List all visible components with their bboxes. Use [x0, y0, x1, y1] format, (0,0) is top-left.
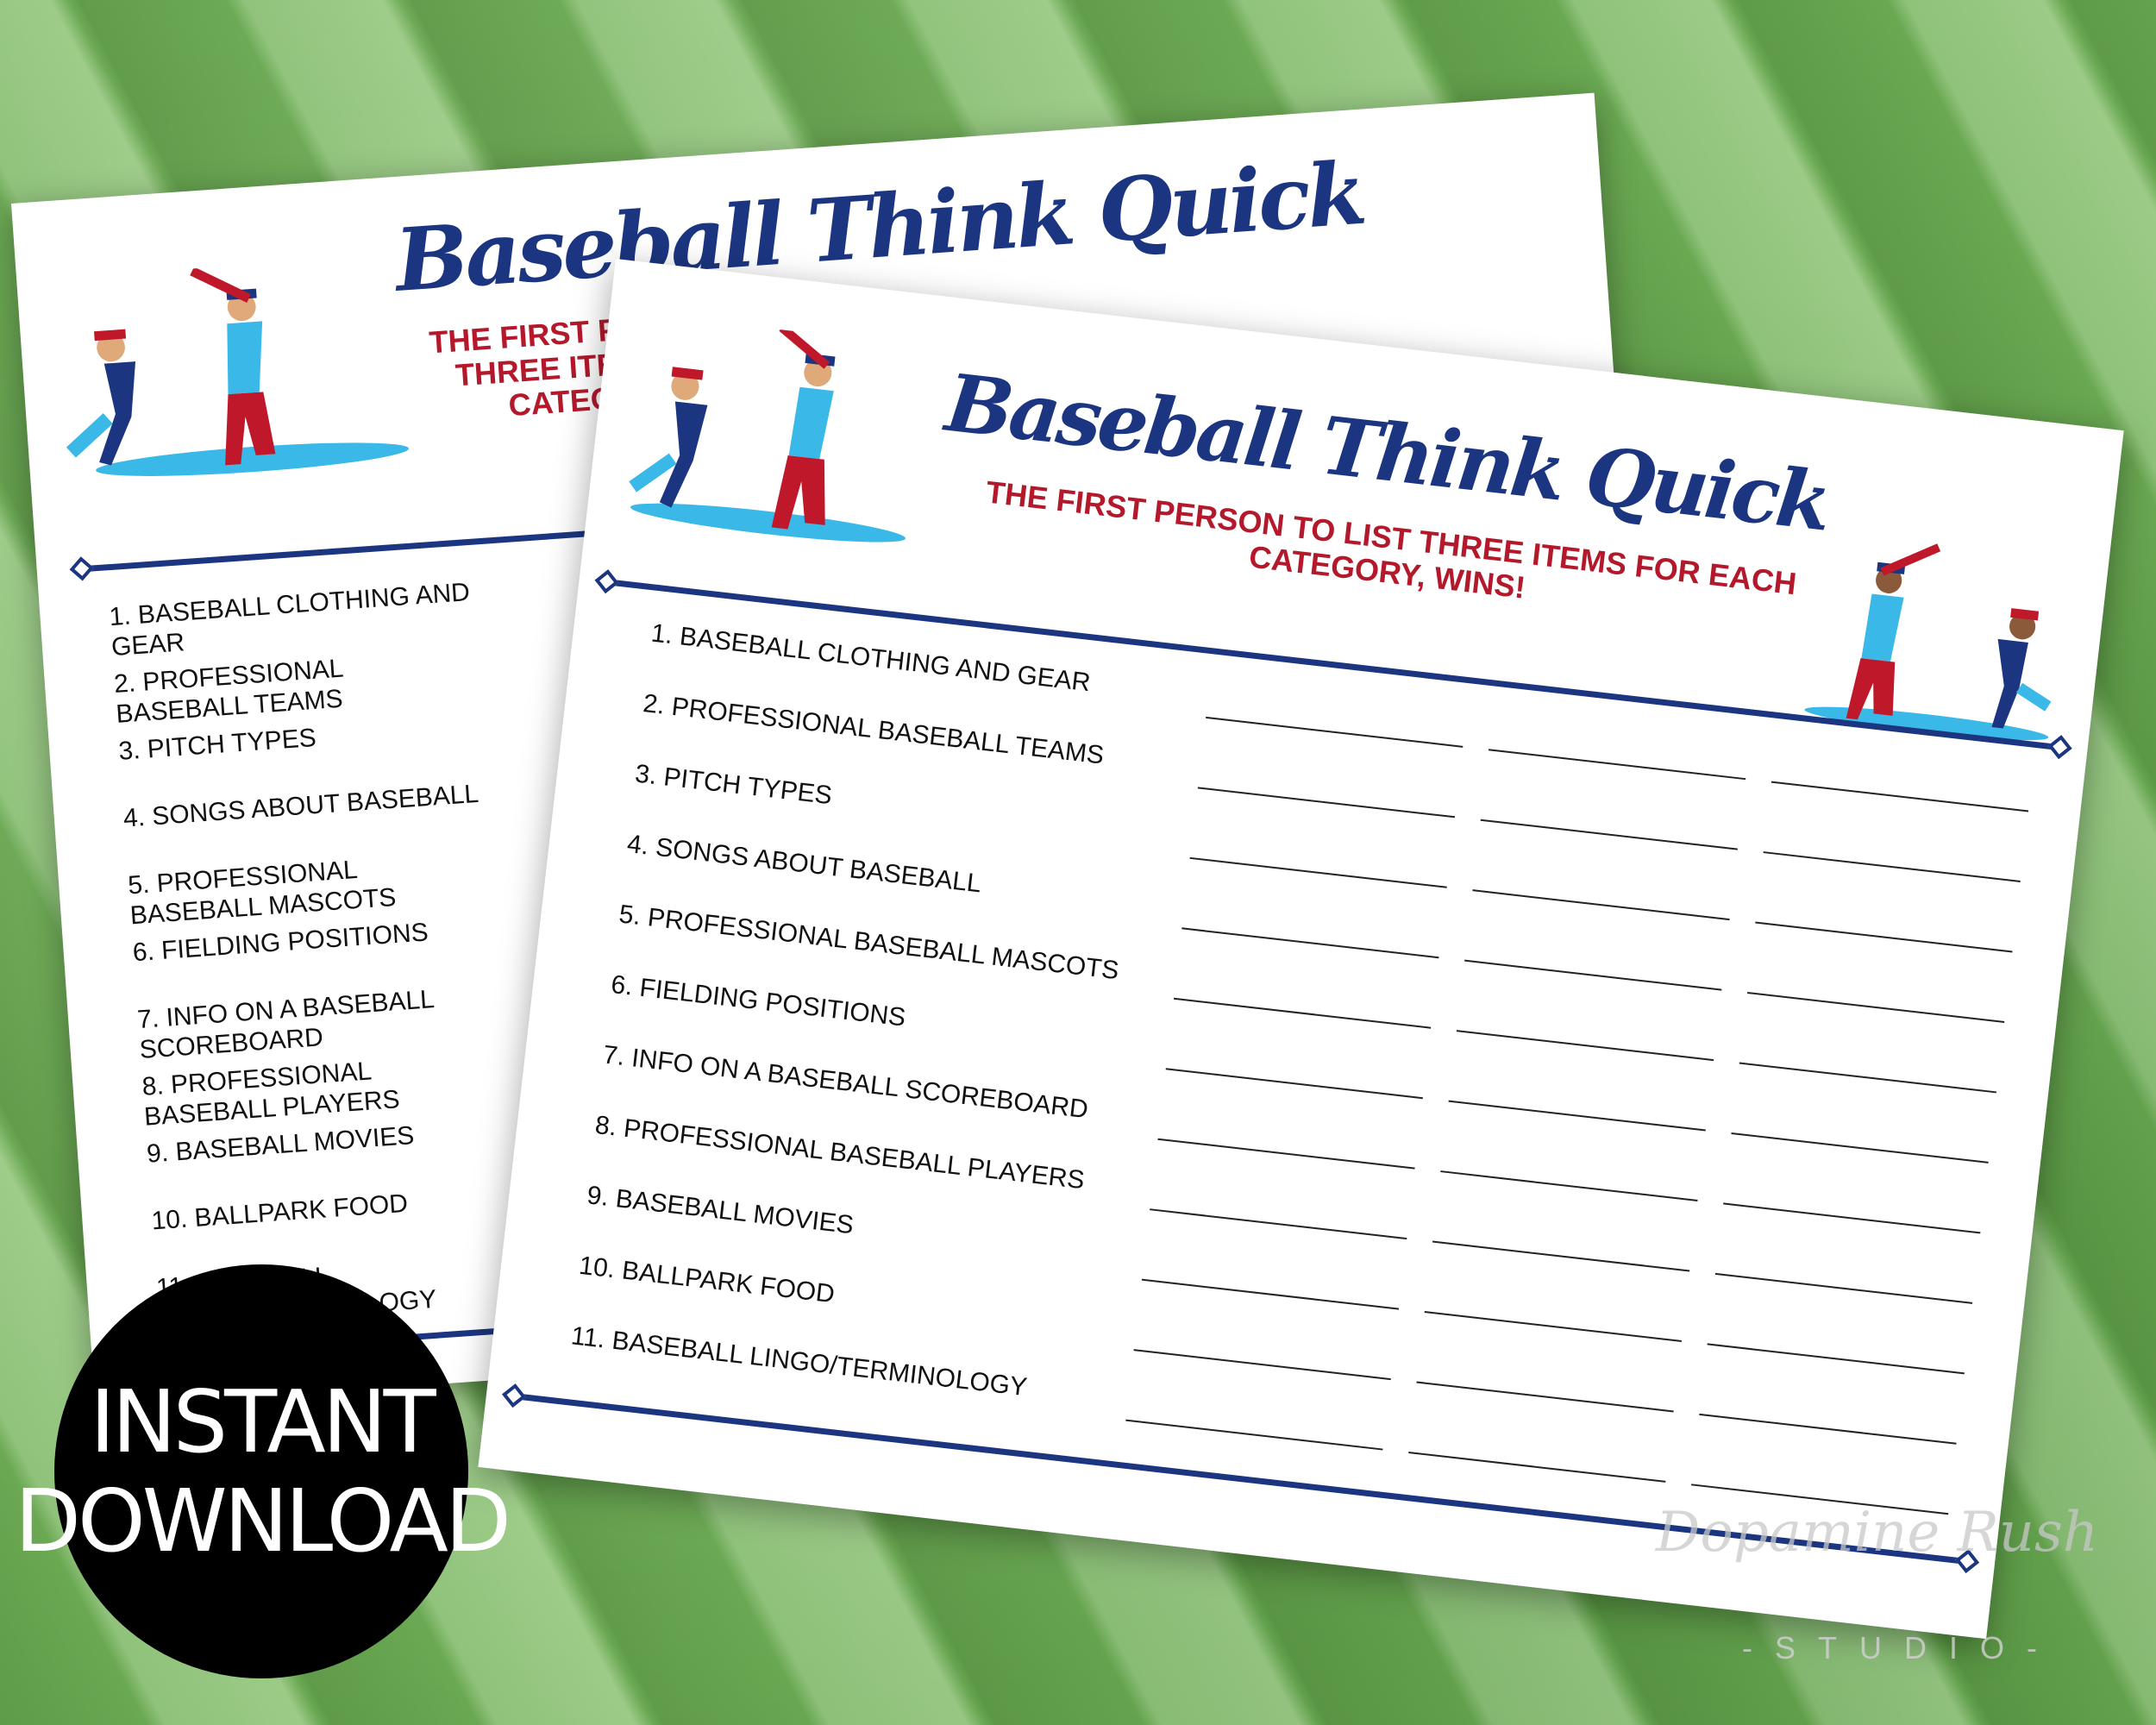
- category-item: 2. PROFESSIONAL BASEBALL TEAMS: [641, 689, 1106, 770]
- category-item: 10. BALLPARK FOOD: [150, 1189, 410, 1236]
- watermark-studio: -STUDIO-: [1742, 1630, 2059, 1665]
- answer-line[interactable]: [1739, 1062, 1996, 1094]
- players-illustration-icon: [629, 323, 906, 543]
- answer-line[interactable]: [1714, 1272, 1973, 1304]
- answer-line[interactable]: [1181, 927, 1439, 959]
- players-illustration-icon: [1804, 543, 2052, 741]
- front-worksheet: Baseball Think Quick THE FIRST PERSON TO…: [478, 259, 2124, 1640]
- answer-line[interactable]: [1157, 1138, 1415, 1170]
- answer-line[interactable]: [1440, 1170, 1698, 1202]
- category-item: 8. PROFESSIONAL BASEBALL PLAYERS: [593, 1110, 1087, 1195]
- category-item: 9. BASEBALL MOVIES: [586, 1181, 856, 1240]
- answer-line[interactable]: [1755, 921, 2013, 953]
- answer-line[interactable]: [1448, 1100, 1706, 1132]
- category-item: 11. BASEBALL LINGO/TERMINOLOGY: [569, 1321, 1029, 1402]
- answer-line[interactable]: [1723, 1202, 1981, 1234]
- answer-line[interactable]: [1472, 889, 1730, 921]
- answer-line[interactable]: [1707, 1343, 1965, 1375]
- category-item: 4. SONGS ABOUT BASEBALL: [122, 779, 480, 833]
- answer-line[interactable]: [1432, 1240, 1690, 1272]
- answer-line[interactable]: [1731, 1132, 1989, 1164]
- answer-line[interactable]: [1133, 1349, 1391, 1381]
- answer-line[interactable]: [1189, 856, 1447, 888]
- watermark-logo: Dopamine Rush: [1656, 1501, 2098, 1565]
- category-item: 6. FIELDING POSITIONS: [609, 969, 907, 1032]
- answer-line[interactable]: [1150, 1208, 1407, 1240]
- answer-line[interactable]: [1699, 1413, 1957, 1445]
- category-item: 3. PITCH TYPES: [633, 759, 834, 811]
- answer-line[interactable]: [1480, 819, 1738, 850]
- badge-line-1: INSTANT: [90, 1371, 436, 1472]
- instant-download-badge: INSTANT DOWNLOAD: [15, 1264, 511, 1678]
- answer-line[interactable]: [1488, 749, 1746, 781]
- answer-line[interactable]: [1763, 851, 2021, 883]
- answer-line[interactable]: [1416, 1381, 1674, 1413]
- watermark-name: Dopamine Rush: [1656, 1501, 2099, 1565]
- answer-line[interactable]: [1456, 1030, 1714, 1062]
- answer-line[interactable]: [1165, 1068, 1423, 1100]
- answer-line[interactable]: [1173, 997, 1432, 1029]
- answer-line[interactable]: [1424, 1311, 1682, 1342]
- answer-line[interactable]: [1408, 1451, 1666, 1483]
- back-worksheet: Baseball Think Quick THE FIRST PERSON TO…: [11, 92, 1679, 1408]
- answer-line[interactable]: [1746, 992, 2005, 1023]
- category-item: 7. INFO ON A BASEBALL SCOREBOARD: [601, 1040, 1090, 1125]
- answer-line[interactable]: [1771, 781, 2029, 812]
- answer-line[interactable]: [1141, 1278, 1400, 1310]
- badge-line-2: DOWNLOAD: [15, 1471, 511, 1571]
- category-item: 4. SONGS ABOUT BASEBALL: [625, 829, 983, 899]
- category-item: 10. BALLPARK FOOD: [577, 1251, 837, 1309]
- worksheet-title: Baseball Think Quick: [392, 141, 1367, 311]
- answer-line[interactable]: [1125, 1419, 1383, 1451]
- answer-line[interactable]: [1197, 787, 1456, 819]
- answer-line[interactable]: [1206, 716, 1463, 748]
- answer-line[interactable]: [1464, 959, 1722, 991]
- category-item: 5. PROFESSIONAL BASEBALL MASCOTS: [617, 900, 1121, 986]
- players-illustration-icon: [66, 267, 409, 476]
